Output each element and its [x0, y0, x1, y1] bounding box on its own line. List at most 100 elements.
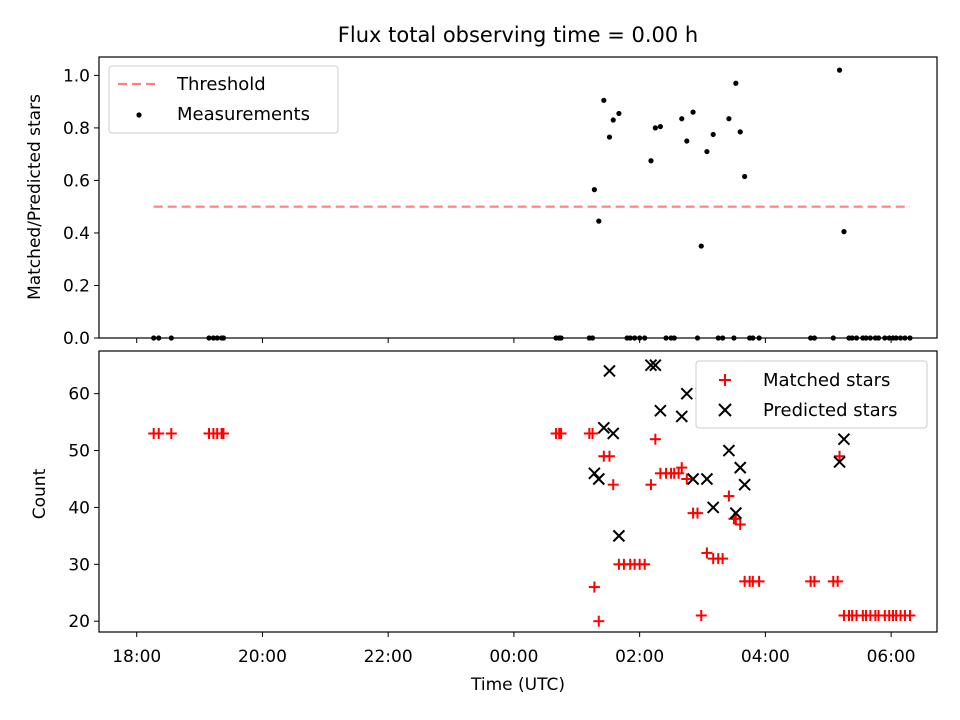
- x-tick-label: 06:00: [867, 647, 916, 667]
- matched-star-point: [673, 467, 685, 479]
- top-x-ticks: [136, 338, 892, 343]
- matched-star-point: [676, 462, 688, 474]
- measurement-point: [610, 117, 616, 123]
- matched-star-point: [607, 479, 619, 491]
- predicted-star-point: [722, 444, 736, 457]
- measurement-point: [596, 218, 602, 224]
- x-tick-label: 18:00: [112, 647, 161, 667]
- predicted-star-point: [734, 461, 747, 474]
- matched-star-point: [603, 450, 615, 462]
- top-legend: Threshold Measurements: [108, 65, 339, 134]
- measurement-point: [648, 158, 654, 164]
- bottom-legend: Matched stars Predicted stars: [695, 360, 928, 429]
- predicted-star-point: [612, 529, 626, 543]
- measurement-point: [652, 125, 658, 131]
- predicted-star-point: [597, 421, 611, 434]
- predicted-star-point: [729, 506, 743, 520]
- y-tick-label: 50: [68, 442, 90, 462]
- matched-star-point: [904, 610, 916, 622]
- matched-star-point: [555, 427, 567, 439]
- matched-star-point: [832, 575, 844, 587]
- y-tick-label: 0.8: [63, 119, 90, 139]
- y-tick-label: 0.2: [63, 276, 90, 296]
- measurement-points: [151, 67, 913, 341]
- legend-measurements-label: Measurements: [177, 104, 310, 125]
- measurement-point: [591, 187, 597, 193]
- matched-star-point: [639, 558, 651, 570]
- matched-star-point: [753, 575, 765, 587]
- y-tick-label: 30: [68, 555, 90, 575]
- measurement-point: [616, 110, 622, 117]
- x-tick-label: 00:00: [489, 647, 538, 667]
- bottom-plot-frame: [98, 350, 938, 633]
- measurement-point: [726, 116, 732, 122]
- predicted-star-point: [700, 472, 714, 486]
- bottom-panel: Count Time (UTC) 20 30 40 50 60 18:00 20:00 22…: [30, 350, 938, 695]
- top-panel: Flux total observing time = 0.00 h Match…: [25, 23, 938, 349]
- top-legend-box: [108, 65, 339, 134]
- predicted-star-point: [706, 501, 720, 514]
- predicted-star-point: [607, 427, 620, 440]
- predicted-star-point: [603, 364, 616, 378]
- y-tick-label: 1.0: [63, 66, 90, 86]
- x-tick-label: 20:00: [238, 647, 287, 667]
- legend-matched-marker: [719, 374, 731, 386]
- measurement-point: [601, 97, 607, 103]
- y-tick-label: 40: [68, 498, 90, 518]
- matched-star-point: [586, 427, 598, 439]
- measurement-point: [679, 116, 685, 122]
- matched-star-point: [701, 547, 713, 559]
- predicted-star-point: [649, 359, 662, 372]
- measurement-point: [698, 243, 704, 249]
- measurement-point: [657, 123, 663, 130]
- matched-star-point: [153, 427, 165, 439]
- predicted-star-point: [686, 472, 700, 486]
- predicted-star-point: [837, 432, 851, 446]
- measurement-point: [684, 138, 690, 144]
- legend-predicted-label: Predicted stars: [763, 400, 897, 421]
- top-y-axis-label: Matched/Predicted stars: [25, 94, 45, 300]
- matched-star-point: [734, 518, 746, 530]
- legend-threshold-label: Threshold: [176, 74, 266, 95]
- matched-star-point: [681, 473, 693, 485]
- measurement-point: [836, 67, 843, 73]
- matched-star-point: [834, 450, 846, 462]
- matched-star-point: [645, 479, 657, 491]
- bottom-y-ticks: 20 30 40 50 60: [68, 385, 99, 632]
- matched-star-point: [717, 553, 729, 565]
- predicted-star-point: [644, 359, 658, 372]
- y-tick-label: 0.6: [63, 171, 90, 191]
- bottom-legend-box: [695, 360, 928, 429]
- x-axis-label: Time (UTC): [470, 675, 565, 695]
- matched-star-point: [217, 427, 229, 439]
- y-tick-label: 0.4: [63, 224, 90, 244]
- matched-star-point: [588, 581, 600, 593]
- x-tick-label: 22:00: [364, 647, 413, 667]
- matched-star-point: [723, 490, 735, 502]
- measurement-point: [690, 109, 696, 115]
- measurement-point: [606, 134, 613, 140]
- legend-matched-label: Matched stars: [763, 370, 890, 391]
- top-y-ticks: 0.0 0.2 0.4 0.6 0.8 1.0: [63, 66, 99, 349]
- x-tick-label: 02:00: [615, 647, 664, 667]
- top-plot-frame: [98, 56, 938, 339]
- bottom-x-ticks: 18:00 20:00 22:00 00:00 02:00 04:00 06:00: [112, 632, 916, 667]
- measurement-point: [733, 80, 739, 86]
- y-tick-label: 0.0: [63, 329, 90, 349]
- x-tick-label: 04:00: [741, 647, 790, 667]
- chart-title: Flux total observing time = 0.00 h: [338, 23, 698, 47]
- predicted-star-point: [592, 472, 605, 486]
- predicted-star-point: [654, 404, 667, 417]
- measurement-point: [841, 229, 847, 235]
- measurement-point: [710, 131, 716, 138]
- legend-measurements-marker: [136, 112, 142, 118]
- y-tick-label: 20: [68, 612, 90, 632]
- matched-star-point: [808, 575, 820, 587]
- matched-star-point: [593, 615, 605, 627]
- measurement-point: [742, 173, 748, 180]
- bottom-y-axis-label: Count: [30, 468, 50, 519]
- predicted-star-point: [680, 387, 694, 400]
- measurement-point: [737, 129, 743, 135]
- predicted-star-point: [833, 455, 846, 469]
